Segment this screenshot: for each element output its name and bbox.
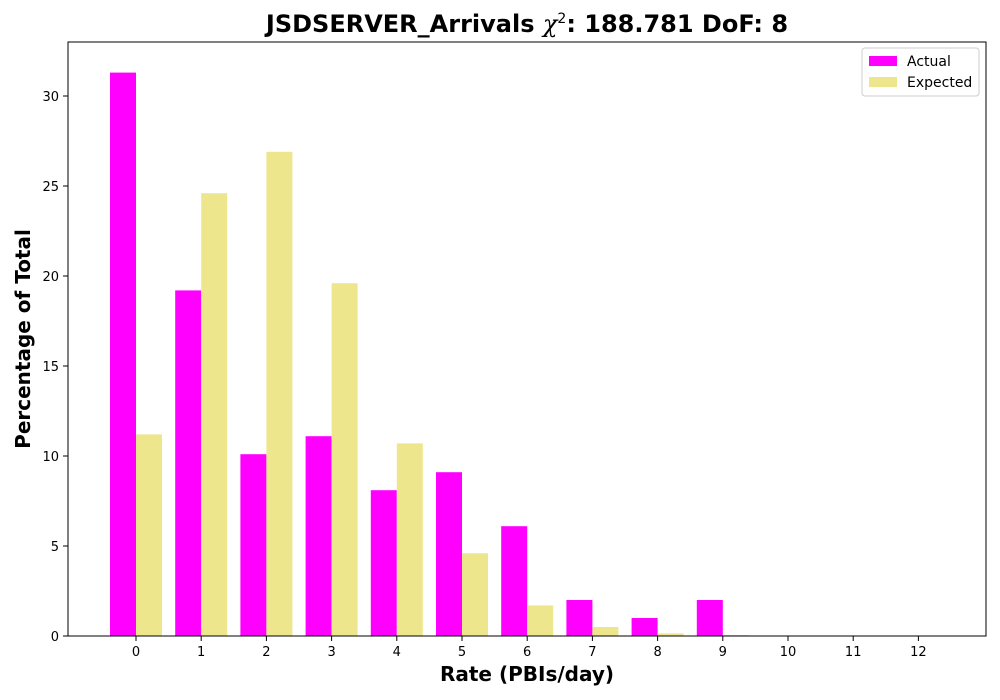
- legend: Actual Expected: [861, 47, 980, 97]
- bar-actual-4: [370, 490, 397, 636]
- x-tick-label: 11: [845, 645, 862, 660]
- bar-expected-8: [657, 633, 684, 636]
- bar-expected-5: [462, 553, 488, 636]
- x-tick-label: 7: [588, 645, 596, 660]
- x-tick-label: 5: [458, 645, 466, 660]
- bar-actual-0: [110, 72, 136, 637]
- x-tick-label: 2: [262, 645, 270, 660]
- bar-actual-5: [436, 472, 462, 636]
- y-tick-label: 25: [42, 180, 59, 195]
- legend-swatch-actual: [869, 56, 897, 66]
- title-rest: : 188.781 DoF: 8: [566, 10, 788, 38]
- y-tick-label: 0: [51, 630, 59, 645]
- bar-actual-8: [631, 618, 658, 636]
- bar-expected-6: [527, 605, 554, 636]
- x-tick-label: 9: [719, 645, 727, 660]
- x-tick-label: 8: [653, 645, 661, 660]
- x-axis-label: Rate (PBIs/day): [440, 662, 614, 686]
- bar-actual-6: [501, 526, 528, 636]
- bar-actual-2: [240, 454, 267, 636]
- x-tick-label: 0: [132, 645, 140, 660]
- y-tick-label: 5: [51, 540, 59, 555]
- bar-expected-4: [396, 443, 423, 636]
- legend-label-expected: Expected: [907, 75, 972, 91]
- x-tick-label: 6: [523, 645, 531, 660]
- y-axis-label: Percentage of Total: [11, 229, 35, 449]
- legend-label-actual: Actual: [907, 54, 951, 70]
- y-tick-label: 10: [42, 450, 59, 465]
- y-tick-label: 30: [42, 90, 59, 105]
- bar-actual-1: [175, 290, 202, 636]
- x-tick-label: 10: [780, 645, 797, 660]
- y-tick-label: 20: [42, 270, 59, 285]
- title-main: JSDSERVER_Arrivals: [264, 10, 543, 38]
- x-tick-label: 3: [327, 645, 335, 660]
- chart-title: JSDSERVER_Arrivals χ2: 188.781 DoF: 8: [264, 10, 788, 38]
- bar-expected-3: [331, 283, 358, 636]
- x-tick-label: 4: [393, 645, 401, 660]
- bar-expected-0: [136, 434, 162, 636]
- title-chi: χ: [541, 10, 559, 38]
- bar-expected-2: [266, 151, 293, 637]
- y-tick-label: 15: [42, 360, 59, 375]
- bar-expected-1: [201, 193, 228, 636]
- bar-actual-7: [566, 600, 593, 636]
- title-sup: 2: [557, 11, 566, 27]
- bar-expected-7: [592, 627, 619, 636]
- x-tick-label: 12: [910, 645, 927, 660]
- x-tick-label: 1: [197, 645, 205, 660]
- legend-swatch-expected: [869, 77, 897, 87]
- plot-frame: [67, 41, 987, 637]
- bar-actual-9: [696, 600, 723, 636]
- bar-actual-3: [305, 436, 332, 636]
